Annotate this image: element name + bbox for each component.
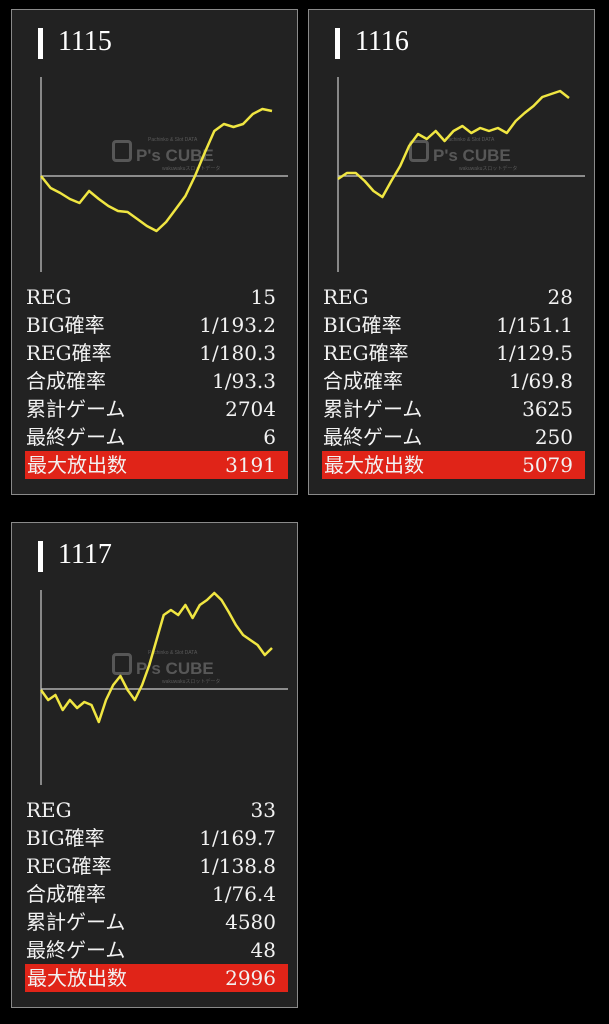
stat-row: REG 33 — [25, 796, 288, 824]
slump-graph — [39, 590, 288, 785]
cube-icon — [112, 653, 132, 675]
stat-value: 48 — [250, 938, 276, 962]
stat-value: 6 — [263, 425, 276, 449]
slump-graph — [337, 77, 585, 272]
stat-row: 最終ゲーム 48 — [25, 936, 288, 964]
machine-card-1115[interactable]: 1115 Pachinko & Slot DATA P's CUBE wakuwak… — [11, 9, 298, 495]
stat-value: 33 — [250, 798, 276, 822]
series-line — [40, 107, 273, 233]
stat-row: 最大放出数 2996 — [25, 964, 288, 992]
machine-card-1117[interactable]: 1117 Pachinko & Slot DATA P's CUBE wakuwak… — [11, 522, 298, 1008]
stat-label: REG確率 — [26, 854, 112, 878]
stat-row: 合成確率 1/76.4 — [25, 880, 288, 908]
stat-row: 最終ゲーム 250 — [322, 423, 585, 451]
stat-row: 累計ゲーム 4580 — [25, 908, 288, 936]
stat-label: BIG確率 — [26, 313, 105, 337]
watermark-logo: Pachinko & Slot DATA P's CUBE wakuwakuスロット… — [409, 134, 519, 174]
stat-label: 合成確率 — [323, 369, 403, 393]
stat-label: REG確率 — [323, 341, 409, 365]
stat-value: 5079 — [522, 453, 573, 477]
stats-table: REG 15 BIG確率 1/193.2 REG確率 1/180.3 合成確率 … — [25, 283, 288, 479]
stat-value: 1/169.7 — [199, 826, 276, 850]
machine-number: 1116 — [355, 26, 409, 57]
stat-row: 最終ゲーム 6 — [25, 423, 288, 451]
stat-row: 最大放出数 3191 — [25, 451, 288, 479]
stat-row: BIG確率 1/193.2 — [25, 311, 288, 339]
stat-value: 1/180.3 — [199, 341, 276, 365]
stat-label: REG — [26, 798, 72, 822]
stats-table: REG 28 BIG確率 1/151.1 REG確率 1/129.5 合成確率 … — [322, 283, 585, 479]
watermark-logo: Pachinko & Slot DATA P's CUBE wakuwakuスロット… — [112, 134, 222, 174]
stat-label: 最大放出数 — [27, 966, 127, 990]
stat-value: 2996 — [225, 966, 276, 990]
stat-value: 2704 — [225, 397, 276, 421]
stat-label: REG確率 — [26, 341, 112, 365]
stat-value: 3191 — [225, 453, 276, 477]
stat-label: 最終ゲーム — [26, 425, 126, 449]
cube-icon — [409, 140, 429, 162]
stat-value: 1/129.5 — [496, 341, 573, 365]
stat-value: 1/193.2 — [199, 313, 276, 337]
stat-label: BIG確率 — [26, 826, 105, 850]
watermark-logo: Pachinko & Slot DATA P's CUBE wakuwakuスロット… — [112, 647, 222, 687]
machine-card-1116[interactable]: 1116 Pachinko & Slot DATA P's CUBE wakuwak… — [308, 9, 595, 495]
stat-label: REG — [323, 285, 369, 309]
stat-label: 最大放出数 — [324, 453, 424, 477]
stat-value: 1/76.4 — [212, 882, 276, 906]
stats-table: REG 33 BIG確率 1/169.7 REG確率 1/138.8 合成確率 … — [25, 796, 288, 992]
stat-value: 250 — [534, 425, 573, 449]
stat-value: 1/93.3 — [212, 369, 276, 393]
stat-row: 合成確率 1/69.8 — [322, 367, 585, 395]
stat-row: REG 28 — [322, 283, 585, 311]
stat-row: REG 15 — [25, 283, 288, 311]
machine-number: 1117 — [58, 539, 112, 570]
stat-value: 15 — [250, 285, 276, 309]
stat-label: 累計ゲーム — [26, 910, 126, 934]
stat-row: 累計ゲーム 3625 — [322, 395, 585, 423]
series-line — [337, 89, 570, 199]
stat-row: 最大放出数 5079 — [322, 451, 585, 479]
stat-value: 28 — [547, 285, 573, 309]
stat-row: REG確率 1/138.8 — [25, 852, 288, 880]
stat-label: 累計ゲーム — [26, 397, 126, 421]
stat-row: REG確率 1/180.3 — [25, 339, 288, 367]
cube-icon — [112, 140, 132, 162]
stat-row: 累計ゲーム 2704 — [25, 395, 288, 423]
slump-graph — [40, 77, 288, 272]
stat-label: 合成確率 — [26, 369, 106, 393]
stat-label: 最終ゲーム — [323, 425, 423, 449]
stat-row: BIG確率 1/169.7 — [25, 824, 288, 852]
stat-label: 累計ゲーム — [323, 397, 423, 421]
stat-label: BIG確率 — [323, 313, 402, 337]
stat-row: REG確率 1/129.5 — [322, 339, 585, 367]
stat-row: BIG確率 1/151.1 — [322, 311, 585, 339]
stat-label: 合成確率 — [26, 882, 106, 906]
stat-label: 最終ゲーム — [26, 938, 126, 962]
stat-row: 合成確率 1/93.3 — [25, 367, 288, 395]
stat-value: 4580 — [225, 910, 276, 934]
machine-number: 1115 — [58, 26, 112, 57]
stat-value: 1/151.1 — [496, 313, 573, 337]
title-accent — [38, 541, 43, 572]
title-accent — [335, 28, 340, 59]
series-line — [39, 591, 273, 724]
stat-label: 最大放出数 — [27, 453, 127, 477]
stat-label: REG — [26, 285, 72, 309]
stat-value: 3625 — [522, 397, 573, 421]
title-accent — [38, 28, 43, 59]
stat-value: 1/138.8 — [199, 854, 276, 878]
stat-value: 1/69.8 — [509, 369, 573, 393]
